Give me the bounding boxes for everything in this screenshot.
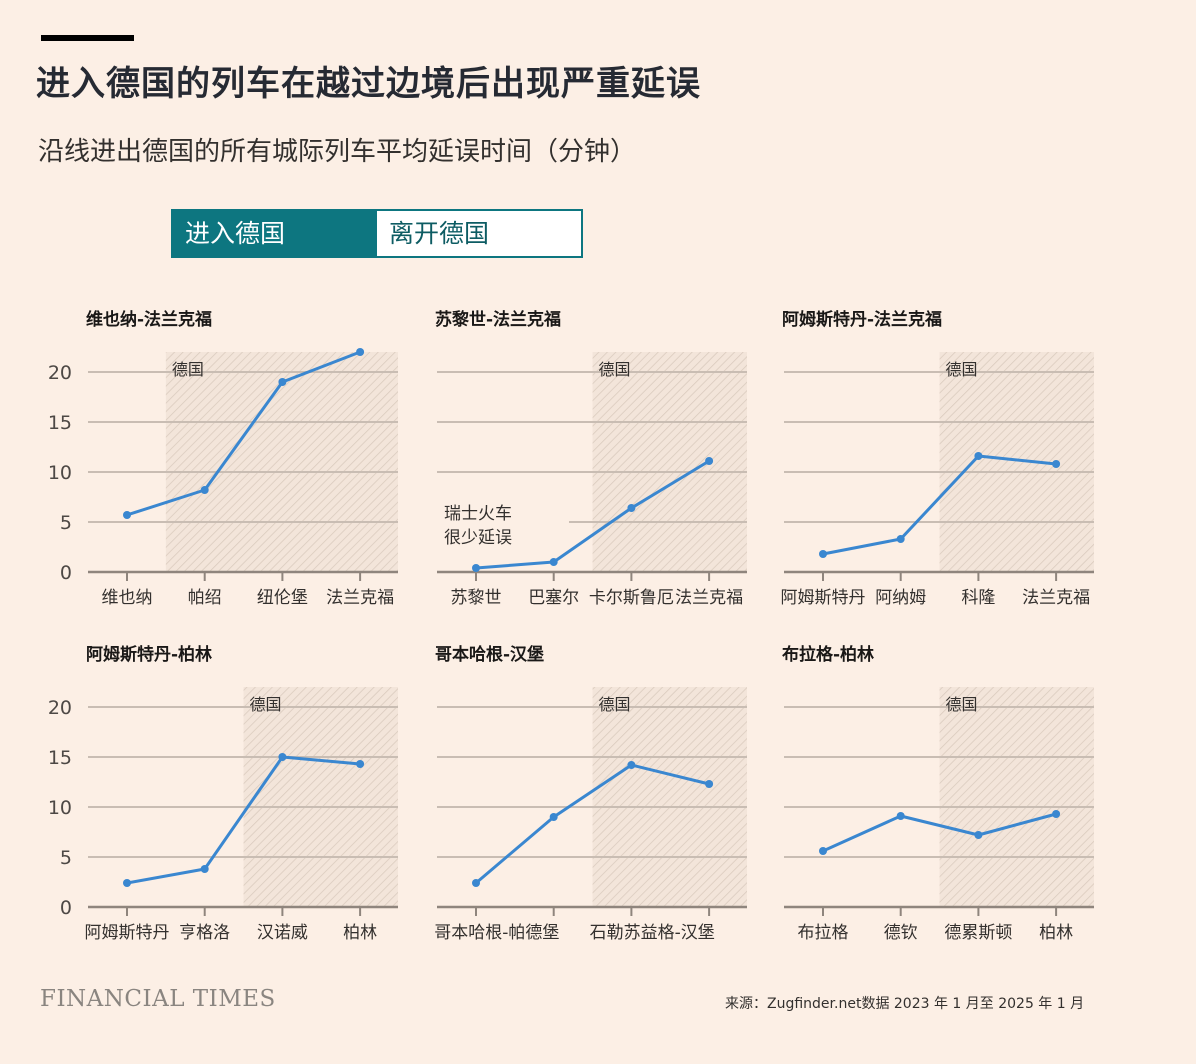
data-point: [356, 760, 365, 768]
data-point: [819, 550, 827, 558]
x-tick-label: 德钦: [884, 923, 918, 943]
data-point: [549, 558, 558, 566]
x-tick-label: 维也纳: [102, 588, 153, 608]
panel-title: 苏黎世-法兰克福: [435, 309, 561, 330]
data-point: [549, 813, 558, 821]
x-tick-label: 卡尔斯鲁厄: [589, 588, 674, 608]
data-point: [123, 511, 131, 519]
annotation-text: 很少延误: [444, 528, 512, 548]
series-line: [126, 350, 361, 517]
y-tick-label: 5: [60, 512, 72, 534]
x-tick-label: 科隆: [961, 588, 995, 608]
data-point: [974, 452, 983, 460]
direction-toggle: 进入德国 离开德国: [171, 209, 583, 258]
series-line: [822, 812, 1057, 853]
y-tick-label: 15: [48, 747, 72, 769]
brand-bar: [41, 35, 134, 41]
panel-title: 阿姆斯特丹-柏林: [86, 644, 212, 665]
x-tick-label: 阿姆斯特丹: [781, 588, 866, 608]
data-point: [200, 486, 209, 494]
y-tick-label: 20: [48, 362, 72, 384]
x-tick-label: 汉诺威: [257, 923, 308, 943]
data-point: [472, 564, 480, 572]
x-tick-label: 苏黎世: [451, 588, 502, 608]
data-point: [1052, 810, 1061, 818]
toggle-leaving-germany[interactable]: 离开德国: [377, 211, 581, 256]
data-point: [278, 378, 287, 386]
x-tick-label: 巴塞尔: [528, 588, 579, 608]
x-tick-label: 柏林: [1039, 923, 1073, 943]
y-tick-label: 5: [60, 847, 72, 869]
x-tick-label: 帕绍: [188, 588, 222, 608]
x-tick-label: 阿姆斯特丹: [85, 923, 170, 943]
series-line: [126, 755, 361, 885]
y-tick-label: 0: [60, 897, 72, 919]
data-point: [896, 812, 905, 820]
series-line: [822, 454, 1057, 556]
y-tick-label: 0: [60, 562, 72, 584]
germany-shaded-region: [592, 687, 747, 907]
germany-label: 德国: [250, 695, 282, 714]
data-point: [705, 780, 714, 788]
x-tick-label: 法兰克福: [1022, 588, 1090, 608]
y-tick-label: 10: [48, 462, 72, 484]
series-line: [475, 763, 710, 885]
x-tick-label: 法兰克福: [326, 588, 394, 608]
data-point: [278, 753, 287, 761]
x-tick-label: 布拉格: [798, 923, 849, 943]
data-point: [705, 457, 714, 465]
data-point: [472, 879, 480, 887]
x-tick-label: 亨格洛: [179, 923, 230, 943]
germany-label: 德国: [946, 695, 978, 714]
germany-label: 德国: [172, 360, 204, 379]
data-point: [627, 761, 636, 769]
data-point: [123, 879, 131, 887]
data-point: [627, 504, 636, 512]
y-tick-label: 15: [48, 412, 72, 434]
germany-shaded-region: [939, 687, 1094, 907]
data-point: [1052, 460, 1061, 468]
page-title: 进入德国的列车在越过边境后出现严重延误: [36, 64, 701, 104]
germany-label: 德国: [599, 695, 631, 714]
panel-title: 哥本哈根-汉堡: [435, 644, 544, 665]
x-tick-label: 法兰克福: [675, 588, 743, 608]
germany-shaded-region: [592, 352, 747, 572]
germany-label: 德国: [946, 360, 978, 379]
x-tick-label: 哥本哈根-帕德堡: [434, 923, 559, 943]
panel-title: 维也纳-法兰克福: [86, 309, 212, 330]
page-subtitle: 沿线进出德国的所有城际列车平均延误时间（分钟）: [38, 137, 637, 167]
y-tick-label: 10: [48, 797, 72, 819]
germany-label: 德国: [599, 360, 631, 379]
x-tick-label: 阿纳姆: [875, 588, 926, 608]
annotation-text: 瑞士火车: [444, 504, 512, 524]
series-line: [475, 459, 710, 570]
germany-shaded-region: [939, 352, 1094, 572]
germany-shaded-region: [243, 687, 398, 907]
panel-title: 阿姆斯特丹-法兰克福: [782, 309, 942, 330]
ft-logo: FINANCIAL TIMES: [40, 986, 276, 1012]
source-note: 来源：Zugfinder.net数据 2023 年 1 月至 2025 年 1 …: [725, 996, 1085, 1012]
germany-shaded-region: [165, 352, 398, 572]
x-tick-label: 德累斯顿: [944, 923, 1012, 943]
x-tick-label: 柏林: [343, 923, 377, 943]
data-point: [896, 535, 905, 543]
x-tick-label: 纽伦堡: [257, 588, 308, 608]
data-point: [819, 847, 827, 855]
data-point: [974, 831, 983, 839]
y-tick-label: 20: [48, 697, 72, 719]
toggle-entering-germany[interactable]: 进入德国: [173, 211, 377, 256]
data-point: [200, 865, 209, 873]
data-point: [356, 348, 365, 356]
panel-title: 布拉格-柏林: [782, 644, 874, 665]
x-tick-label: 石勒苏益格-汉堡: [590, 923, 715, 943]
